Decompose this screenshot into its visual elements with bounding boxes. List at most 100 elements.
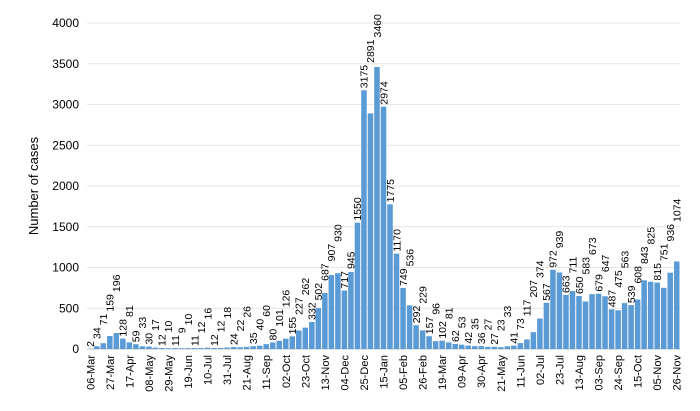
x-tick-label: 19-Jun xyxy=(183,355,195,389)
bar xyxy=(458,344,465,349)
bar xyxy=(634,299,641,349)
data-label: 73 xyxy=(515,318,527,330)
bar xyxy=(348,271,354,349)
data-label: 673 xyxy=(587,237,599,255)
y-tick-label: 2000 xyxy=(52,179,79,193)
data-label: 751 xyxy=(658,243,670,261)
bar xyxy=(269,342,276,349)
bar xyxy=(296,330,302,349)
bar xyxy=(543,302,550,349)
bar xyxy=(302,327,309,349)
data-label: 9 xyxy=(176,327,188,333)
bar xyxy=(530,332,537,349)
bar xyxy=(328,275,335,349)
data-label: 292 xyxy=(411,306,423,324)
x-tick-label: 26-Feb xyxy=(418,355,430,390)
bar xyxy=(615,310,621,349)
bar xyxy=(393,253,400,349)
bar xyxy=(159,348,165,349)
bar xyxy=(374,67,380,349)
data-label: 939 xyxy=(554,231,566,249)
bar xyxy=(224,347,230,349)
data-label: 33 xyxy=(502,306,514,318)
bar xyxy=(498,347,504,349)
y-axis-label: Number of cases xyxy=(26,136,41,235)
data-label: 825 xyxy=(645,227,657,245)
data-label: 101 xyxy=(274,309,286,327)
bar xyxy=(485,346,491,349)
x-tick-label: 17-Apr xyxy=(124,355,136,388)
y-tick-label: 1500 xyxy=(52,220,79,234)
data-label: 27 xyxy=(483,319,495,331)
bar xyxy=(94,346,100,349)
bar xyxy=(537,318,543,349)
bar xyxy=(621,303,628,349)
bar xyxy=(243,346,250,349)
data-label: 936 xyxy=(665,224,677,242)
bar xyxy=(172,348,178,349)
data-label: 27 xyxy=(489,333,501,345)
x-tick-label: 23-Jul xyxy=(554,355,566,385)
bar xyxy=(419,330,426,349)
data-label: 128 xyxy=(118,319,130,337)
data-label: 36 xyxy=(476,332,488,344)
data-label: 81 xyxy=(443,307,455,319)
bar xyxy=(165,348,172,349)
bar xyxy=(576,296,582,349)
bar xyxy=(452,343,458,349)
bar xyxy=(660,287,667,349)
data-label: 717 xyxy=(339,271,351,289)
bar xyxy=(237,347,243,349)
y-tick-label: 2500 xyxy=(52,138,79,152)
data-label: 42 xyxy=(463,332,475,344)
data-label: 711 xyxy=(567,257,579,274)
bar xyxy=(126,342,133,349)
x-tick-label: 05-Feb xyxy=(398,355,410,390)
x-tick-label: 03-Sep xyxy=(594,355,606,390)
data-label: 679 xyxy=(593,274,605,292)
y-tick-label: 1000 xyxy=(52,261,79,275)
bar xyxy=(185,348,191,349)
x-tick-label: 13-Nov xyxy=(320,355,332,391)
y-tick-label: 3000 xyxy=(52,98,79,112)
data-label: 2891 xyxy=(365,39,377,63)
bar xyxy=(406,305,413,349)
x-tick-label: 25-Dec xyxy=(359,355,371,391)
data-label: 159 xyxy=(105,294,117,312)
data-label: 157 xyxy=(424,317,436,335)
x-tick-label: 13-Aug xyxy=(574,355,586,390)
data-label: 60 xyxy=(261,305,273,317)
data-label: 563 xyxy=(619,251,631,269)
bar xyxy=(673,261,680,349)
x-tick-label: 06-Mar xyxy=(85,355,97,390)
bar xyxy=(595,293,602,349)
x-tick-label: 11-Jun xyxy=(515,355,527,388)
data-label: 2974 xyxy=(378,81,390,105)
data-label: 749 xyxy=(398,268,410,286)
bar xyxy=(256,345,263,349)
bar xyxy=(178,348,185,349)
data-label: 227 xyxy=(294,297,306,315)
data-label: 332 xyxy=(307,302,319,320)
bar xyxy=(654,282,660,349)
bar xyxy=(608,309,615,349)
data-label: 1074 xyxy=(672,198,684,222)
data-label: 583 xyxy=(580,257,592,275)
data-label: 12 xyxy=(209,334,221,346)
data-label: 22 xyxy=(235,320,247,332)
x-tick-label: 27-Mar xyxy=(105,355,117,390)
data-label: 608 xyxy=(632,266,644,284)
x-tick-label: 31-Jul xyxy=(222,355,234,385)
data-label: 81 xyxy=(124,305,136,317)
x-tick-label: 08-May xyxy=(144,355,156,392)
bar xyxy=(335,273,341,349)
bar xyxy=(152,347,159,349)
bar xyxy=(198,348,204,349)
bar xyxy=(556,272,563,349)
y-tick-label: 4000 xyxy=(52,16,79,30)
x-tick-label: 24-Sep xyxy=(613,355,625,390)
data-label: 41 xyxy=(509,332,521,344)
data-label: 10 xyxy=(183,314,195,326)
bar xyxy=(647,281,654,349)
